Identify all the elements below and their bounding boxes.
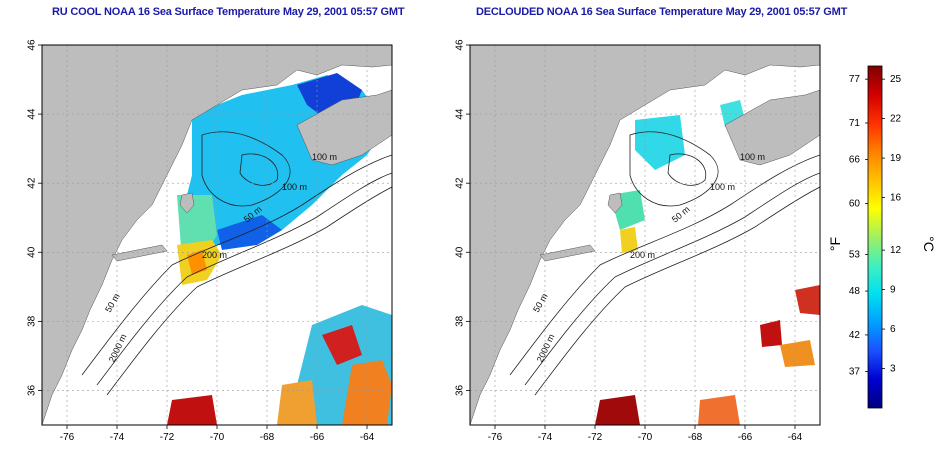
colorbar: 77 71 66 60 53 48 42 37 25 22 19 16 12 9 6 3 °F °C — [827, 65, 937, 409]
contour-label-100m-a: 100 m — [740, 152, 765, 162]
x-tick-label: -76 — [60, 432, 75, 443]
x-tick-label: -64 — [788, 432, 803, 443]
y-tick-label: 36 — [455, 384, 466, 396]
colorbar-unit-celsius: °C — [921, 236, 937, 252]
contour-label-200m: 200 m — [202, 250, 227, 260]
land-layer — [42, 45, 392, 425]
panel-title-left: RU COOL NOAA 16 Sea Surface Temperature … — [52, 6, 405, 18]
y-tick-label: 36 — [27, 384, 38, 396]
grid-lines — [470, 45, 820, 425]
colorbar-c-label: 9 — [890, 285, 896, 296]
colorbar-f-label: 71 — [849, 118, 861, 129]
y-tick-label: 40 — [455, 246, 466, 258]
sst-declouded-patch-8 — [780, 340, 815, 367]
grid-lines — [42, 45, 392, 425]
sst-declouded-patch-6 — [795, 285, 820, 315]
x-tick-label: -66 — [310, 432, 325, 443]
colorbar-f-label: 42 — [849, 330, 861, 341]
land-layer — [470, 45, 820, 425]
colorbar-celsius-ticks: 25 22 19 16 12 9 6 3 — [882, 74, 902, 375]
y-tick-label: 44 — [455, 108, 466, 120]
contour-label-100m-b: 100 m — [710, 182, 735, 192]
contour-label-100m-b: 100 m — [282, 182, 307, 192]
colorbar-bar — [867, 65, 883, 409]
y-tick-label: 44 — [27, 108, 38, 120]
land-nova-scotia — [724, 89, 820, 166]
x-tick-label: -64 — [360, 432, 375, 443]
x-tick-label: -72 — [588, 432, 603, 443]
sst-declouded-patch-10 — [698, 395, 740, 425]
y-tick-label: 42 — [27, 177, 38, 189]
map-panel-right: 100 m 100 m 50 m 200 m 50 m 2000 m -76 -7… — [455, 39, 821, 443]
sst-declouded-patch-7 — [760, 320, 782, 347]
y-tick-label: 38 — [27, 315, 38, 327]
colorbar-c-label: 25 — [890, 74, 902, 85]
colorbar-f-label: 60 — [849, 198, 861, 209]
y-tick-label: 42 — [455, 177, 466, 189]
x-tick-label: -68 — [688, 432, 703, 443]
colorbar-f-label: 48 — [849, 286, 861, 297]
x-tick-label: -74 — [110, 432, 125, 443]
colorbar-c-label: 22 — [890, 114, 902, 125]
sst-se-patch-2 — [322, 325, 362, 365]
colorbar-fahrenheit-ticks: 77 71 66 60 53 48 42 37 — [849, 74, 868, 377]
y-tick-label: 38 — [455, 315, 466, 327]
bathymetry-contours — [81, 131, 392, 396]
land-cape-cod — [607, 192, 623, 214]
colorbar-c-label: 3 — [890, 364, 896, 375]
contour-label-100m-a: 100 m — [312, 152, 337, 162]
y-tick-label: 46 — [27, 39, 38, 51]
colorbar-f-label: 66 — [849, 155, 861, 166]
x-tick-label: -74 — [538, 432, 553, 443]
land-nova-scotia — [296, 89, 392, 166]
x-tick-label: -68 — [260, 432, 275, 443]
sst-declouded-patch-9 — [595, 395, 640, 425]
x-axis: -76 -74 -72 -70 -68 -66 -64 — [488, 425, 803, 443]
sst-se-patch-3 — [342, 360, 392, 425]
colorbar-c-label: 16 — [890, 193, 902, 204]
x-tick-label: -70 — [638, 432, 653, 443]
colorbar-f-label: 77 — [849, 74, 861, 85]
land-cape-cod — [179, 192, 195, 214]
colorbar-c-label: 12 — [890, 245, 902, 256]
map-panel-left: 100 m 100 m 50 m 200 m 50 m 2000 m -76 -7… — [27, 39, 393, 443]
sst-declouded-patch-5 — [620, 227, 638, 253]
sst-south-patch — [167, 395, 217, 425]
colorbar-f-label: 37 — [849, 366, 861, 377]
colorbar-c-label: 19 — [890, 153, 902, 164]
x-tick-label: -70 — [210, 432, 225, 443]
x-axis: -76 -74 -72 -70 -68 -66 -64 — [60, 425, 375, 443]
y-axis: 36 38 40 42 44 46 — [27, 39, 42, 396]
contour-label-200m: 200 m — [630, 250, 655, 260]
sst-south-warm — [277, 380, 317, 425]
x-tick-label: -66 — [738, 432, 753, 443]
panel-title-right: DECLOUDED NOAA 16 Sea Surface Temperatur… — [476, 6, 848, 18]
y-tick-label: 40 — [27, 246, 38, 258]
sst-shelf-cold — [217, 215, 282, 250]
y-tick-label: 46 — [455, 39, 466, 51]
sst-declouded-patch-1 — [635, 115, 685, 170]
bathymetry-contours — [509, 131, 820, 396]
sst-warm-core — [187, 250, 207, 275]
colorbar-unit-fahrenheit: °F — [827, 237, 843, 251]
y-axis: 36 38 40 42 44 46 — [455, 39, 470, 396]
colorbar-c-label: 6 — [890, 324, 896, 335]
x-tick-label: -72 — [160, 432, 175, 443]
x-tick-label: -76 — [488, 432, 503, 443]
colorbar-f-label: 53 — [849, 250, 861, 261]
